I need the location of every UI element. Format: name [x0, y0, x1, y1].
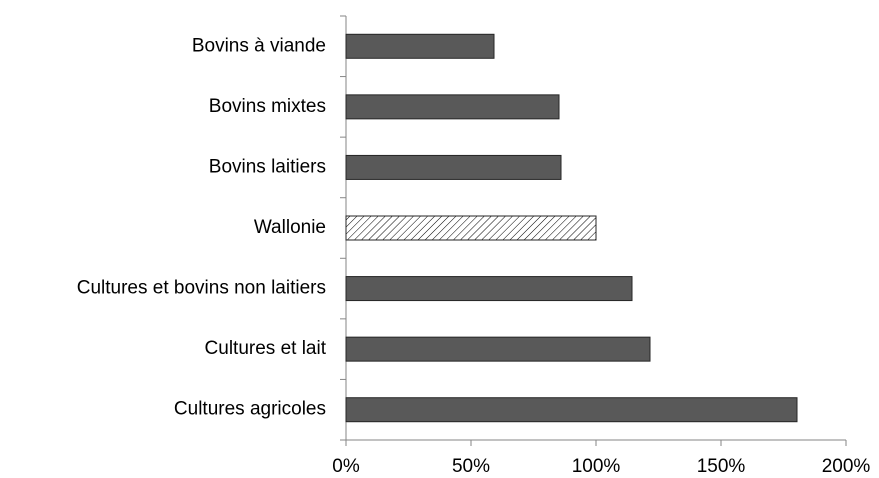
y-tick-label: Bovins laitiers [209, 156, 326, 177]
bar [345, 33, 495, 59]
x-tick-label: 0% [332, 456, 360, 477]
bar [345, 154, 562, 180]
y-tick-label: Cultures agricoles [174, 399, 326, 420]
bar [345, 397, 798, 423]
bar [345, 336, 651, 362]
y-tick-label: Bovins mixtes [209, 96, 326, 117]
y-tick-label: Cultures et bovins non laitiers [77, 278, 326, 299]
x-tick-label: 150% [697, 456, 746, 477]
bar [345, 94, 560, 120]
x-tick-label: 50% [452, 456, 490, 477]
y-tick-label: Cultures et lait [205, 338, 327, 359]
x-tick-label: 200% [822, 456, 871, 477]
bar [345, 276, 633, 302]
x-tick-label: 100% [572, 456, 621, 477]
y-tick-label: Wallonie [254, 217, 326, 238]
bar [345, 215, 597, 241]
y-tick-label: Bovins à viande [192, 35, 326, 56]
